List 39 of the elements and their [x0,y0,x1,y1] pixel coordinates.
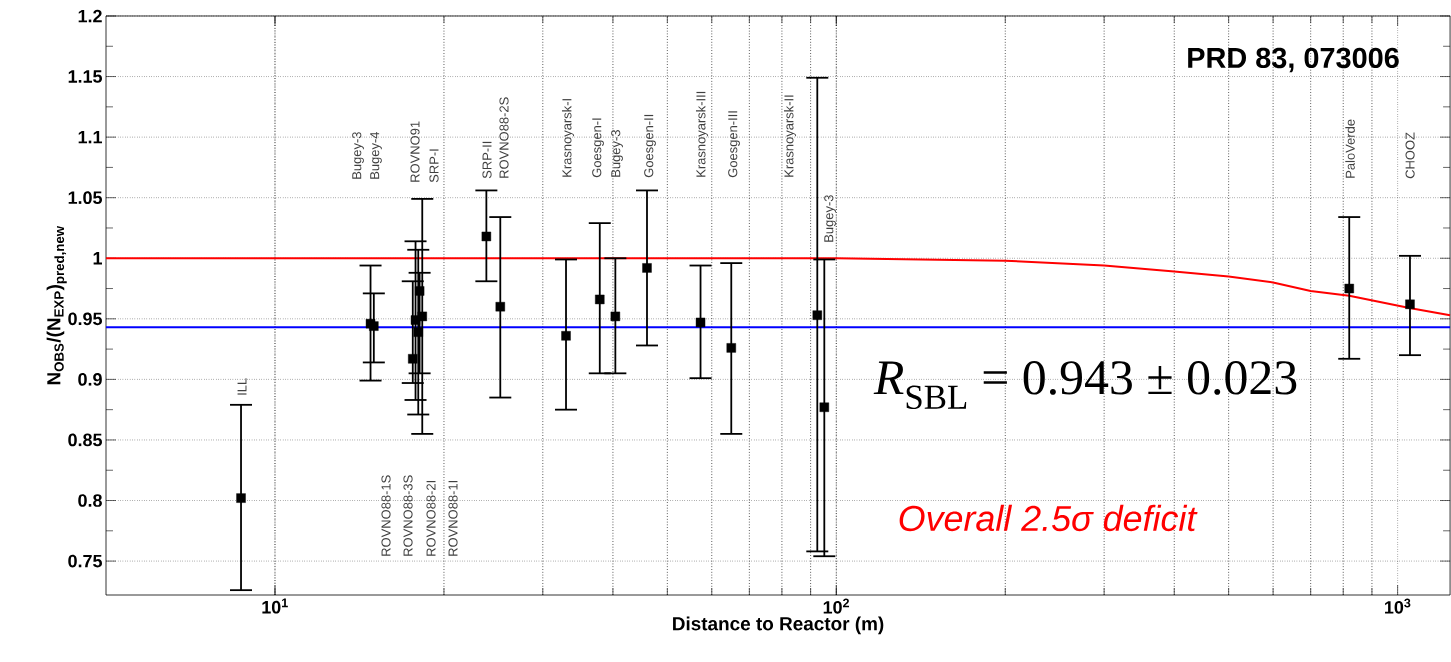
annotation: Krasnoyarsk-II [783,95,797,177]
annotation: Overall 2.5σ deficit [899,504,1198,532]
annotation: Krasnoyarsk-III [695,91,709,177]
annotation: SRP-II [482,141,492,179]
annotation: ROVNO88-1I [448,480,458,556]
annotation: Bugey-4 [370,131,382,179]
annotation: Goesgen-I [592,118,604,178]
y-axis-title: N$_{OBS}$/(N$_{EXP}$)$_{pred,new}$ [46,225,67,385]
annotation: Krasnoyarsk-I [561,99,575,177]
annotation: Goesgen-III [728,111,740,178]
annotation: PaloVerde [1345,119,1355,178]
y-tick-label: 0.95 [68,312,102,326]
annotation: ROVNO88-3S [403,475,413,556]
annotation: ILL [237,378,247,395]
y-tick-label: 0.9 [78,373,102,386]
y-tick-label: 1.15 [68,70,102,83]
annotation: ROVNO91 [410,121,420,182]
x-tick-label: 10$^{1}$ [262,598,288,614]
annotation: SRP-I [429,149,439,183]
x-axis-title: Distance to Reactor (m) [673,616,884,635]
y-tick-label: 1.2 [78,9,102,23]
annotation: Bugey-3 [352,132,364,179]
y-tick-label: 1.1 [78,130,102,144]
annotation: ROVNO88-2I [426,480,436,556]
y-tick-label: 1.05 [68,191,102,205]
y-tick-label: 0.8 [78,494,102,507]
y-tick-label: 0.85 [68,433,102,447]
y-tick-label: 1 [93,252,102,265]
y-tick-label: 0.75 [68,554,102,568]
annotation: ROVNO88-2S [499,97,509,178]
annotation: Bugey-3 [611,130,623,177]
annotation: R$_{SBL}$ = 0.943 ± 0.023 [873,360,1297,410]
x-tick-label: 10$^{2}$ [823,598,850,614]
annotation: Goesgen-II [644,114,656,178]
annotation: CHOOZ [1405,132,1415,179]
annotation: Bugey-3 [824,195,836,242]
annotation: ROVNO88-1S [381,475,391,556]
annotation: PRD 83, 073006 [1188,47,1399,73]
x-tick-label: 10$^{3}$ [1385,598,1411,614]
